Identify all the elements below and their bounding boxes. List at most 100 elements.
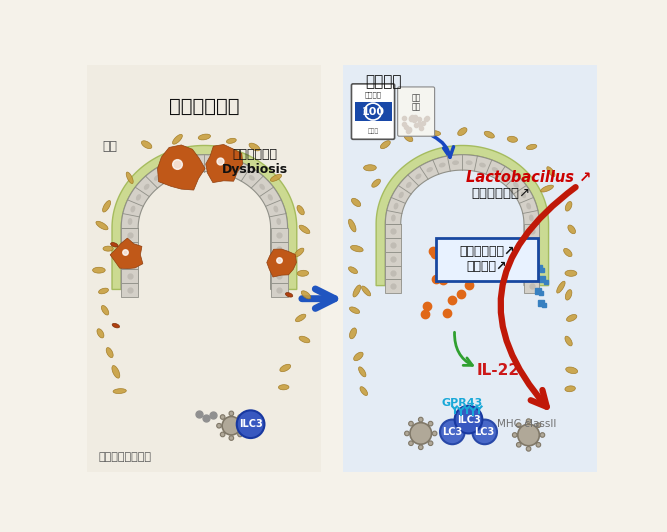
Ellipse shape: [297, 205, 304, 215]
Ellipse shape: [458, 128, 467, 136]
Circle shape: [409, 421, 414, 426]
Ellipse shape: [301, 291, 311, 299]
Ellipse shape: [236, 168, 243, 173]
Text: 内腔: 内腔: [102, 140, 117, 154]
Ellipse shape: [112, 365, 120, 378]
Ellipse shape: [295, 314, 306, 322]
Ellipse shape: [136, 194, 141, 201]
Ellipse shape: [439, 163, 446, 168]
Polygon shape: [271, 255, 287, 269]
FancyBboxPatch shape: [436, 238, 538, 281]
Circle shape: [229, 436, 233, 440]
Polygon shape: [386, 252, 401, 265]
Circle shape: [536, 443, 541, 447]
Ellipse shape: [564, 248, 572, 256]
Ellipse shape: [526, 203, 531, 210]
Ellipse shape: [529, 214, 534, 221]
Ellipse shape: [249, 175, 255, 181]
Circle shape: [410, 422, 432, 444]
Circle shape: [472, 420, 497, 444]
Circle shape: [237, 432, 242, 437]
Circle shape: [220, 432, 225, 437]
FancyBboxPatch shape: [352, 84, 395, 139]
Ellipse shape: [99, 288, 109, 294]
Polygon shape: [121, 255, 138, 269]
Text: 大建: 大建: [412, 93, 421, 102]
Ellipse shape: [249, 143, 260, 151]
Ellipse shape: [131, 206, 135, 212]
Circle shape: [526, 419, 531, 423]
Ellipse shape: [111, 243, 118, 247]
Ellipse shape: [479, 163, 486, 168]
Text: LC3: LC3: [442, 427, 462, 437]
Circle shape: [220, 415, 225, 419]
Text: IL-22: IL-22: [476, 363, 520, 378]
Ellipse shape: [193, 161, 201, 166]
Ellipse shape: [299, 336, 310, 343]
Ellipse shape: [112, 323, 119, 328]
Ellipse shape: [226, 138, 236, 144]
FancyArrowPatch shape: [501, 187, 576, 407]
Circle shape: [409, 441, 414, 446]
Polygon shape: [524, 279, 540, 293]
Ellipse shape: [96, 221, 108, 230]
Ellipse shape: [106, 347, 113, 358]
Ellipse shape: [276, 218, 281, 225]
Ellipse shape: [97, 329, 104, 338]
Ellipse shape: [353, 285, 361, 297]
Circle shape: [512, 433, 517, 437]
Polygon shape: [524, 224, 540, 238]
Ellipse shape: [565, 386, 576, 392]
Ellipse shape: [566, 289, 572, 300]
Polygon shape: [121, 242, 138, 255]
Circle shape: [428, 421, 433, 426]
Circle shape: [516, 423, 521, 428]
Ellipse shape: [565, 270, 577, 276]
Ellipse shape: [452, 160, 459, 165]
Ellipse shape: [101, 305, 109, 315]
Polygon shape: [524, 238, 540, 252]
Circle shape: [405, 431, 410, 436]
Ellipse shape: [128, 218, 132, 225]
Polygon shape: [524, 252, 540, 265]
Polygon shape: [267, 249, 296, 277]
Circle shape: [455, 406, 482, 434]
Ellipse shape: [154, 175, 160, 181]
Ellipse shape: [566, 202, 572, 211]
Polygon shape: [386, 155, 540, 286]
Ellipse shape: [113, 389, 126, 394]
Circle shape: [432, 431, 437, 436]
Text: ILC3: ILC3: [239, 419, 263, 429]
Text: 炎症性腸疾患: 炎症性腸疾患: [169, 97, 239, 115]
Ellipse shape: [466, 160, 473, 165]
Circle shape: [222, 417, 241, 435]
Polygon shape: [376, 145, 548, 286]
Text: プロピオン酸↗: プロピオン酸↗: [472, 187, 531, 200]
Text: 大建中湯: 大建中湯: [365, 92, 382, 98]
Ellipse shape: [144, 184, 149, 190]
Ellipse shape: [565, 336, 572, 346]
Circle shape: [536, 423, 541, 428]
Polygon shape: [112, 145, 297, 289]
Ellipse shape: [557, 281, 565, 293]
Ellipse shape: [508, 136, 518, 143]
Ellipse shape: [504, 173, 510, 179]
Polygon shape: [157, 145, 205, 190]
Ellipse shape: [93, 267, 105, 273]
Ellipse shape: [294, 248, 304, 257]
Ellipse shape: [103, 246, 113, 251]
Ellipse shape: [350, 307, 360, 313]
Ellipse shape: [394, 203, 398, 210]
Ellipse shape: [430, 131, 441, 136]
Ellipse shape: [380, 140, 390, 148]
Text: ILC3: ILC3: [457, 414, 480, 425]
Circle shape: [229, 411, 233, 415]
Ellipse shape: [126, 172, 133, 184]
Text: 100: 100: [362, 106, 384, 117]
Polygon shape: [271, 269, 287, 283]
Text: 大腸　粘膜固有層: 大腸 粘膜固有層: [99, 452, 152, 462]
Text: Lactobacillus ↗: Lactobacillus ↗: [466, 170, 592, 185]
Ellipse shape: [566, 367, 578, 373]
Ellipse shape: [372, 179, 380, 187]
Ellipse shape: [348, 267, 358, 273]
